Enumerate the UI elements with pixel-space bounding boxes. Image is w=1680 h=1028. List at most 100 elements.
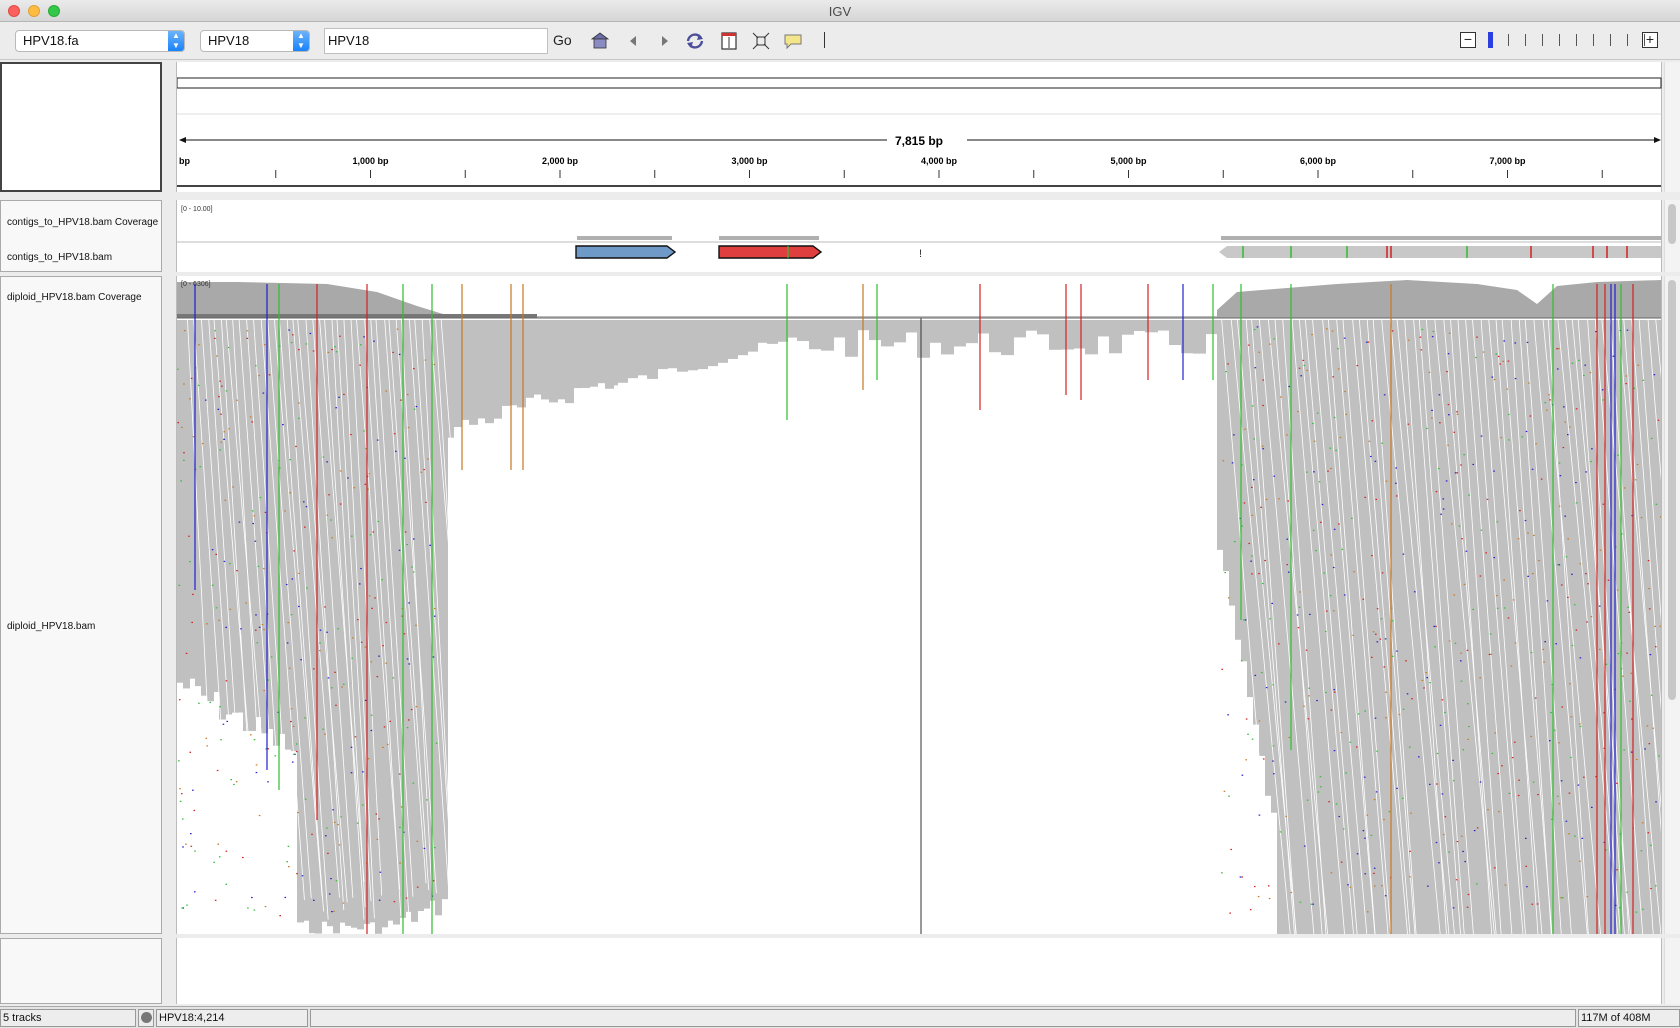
scrollbar-thumb[interactable] [1668, 280, 1676, 700]
read-stack[interactable] [1001, 320, 1014, 356]
read-stack[interactable] [445, 320, 454, 438]
refresh-icon[interactable] [684, 30, 706, 52]
minimize-window-button[interactable] [28, 5, 40, 17]
read-stack[interactable] [1619, 320, 1626, 934]
read-stack[interactable] [1409, 320, 1416, 934]
contig-read-forward[interactable] [718, 245, 823, 259]
read-stack[interactable] [1217, 320, 1224, 550]
read-stack[interactable] [1145, 320, 1158, 333]
read-stack[interactable] [717, 320, 728, 363]
read-stack[interactable] [1235, 320, 1242, 640]
genome-dropdown[interactable]: HPV18.fa ▲ ▼ [15, 30, 185, 52]
read-stack[interactable] [747, 320, 758, 352]
read-stack[interactable] [727, 320, 738, 359]
read-stack[interactable] [1481, 320, 1488, 934]
read-stack[interactable] [213, 320, 220, 692]
read-stack[interactable] [417, 320, 424, 912]
read-stack[interactable] [309, 320, 316, 934]
read-stack[interactable] [183, 320, 190, 689]
read-stack[interactable] [637, 320, 648, 376]
read-stack[interactable] [767, 320, 778, 344]
read-stack[interactable] [525, 320, 534, 398]
read-stack[interactable] [677, 320, 688, 372]
read-stack[interactable] [393, 320, 400, 925]
read-stack[interactable] [345, 320, 352, 926]
read-stack[interactable] [589, 320, 598, 387]
track-name-diploid-coverage[interactable]: diploid_HPV18.bam Coverage [7, 292, 142, 303]
read-stack[interactable] [845, 320, 858, 357]
read-stack[interactable] [1445, 320, 1452, 934]
read-stack[interactable] [501, 320, 510, 406]
read-stack[interactable] [573, 320, 582, 389]
read-stack[interactable] [597, 320, 606, 384]
read-stack[interactable] [917, 320, 930, 358]
read-stack[interactable] [541, 320, 550, 400]
read-stack[interactable] [1517, 320, 1524, 934]
read-stack[interactable] [441, 320, 448, 900]
read-stack[interactable] [941, 320, 954, 355]
read-stack[interactable] [1223, 320, 1230, 572]
read-stack[interactable] [1487, 320, 1494, 934]
read-stack[interactable] [647, 320, 658, 379]
read-stack[interactable] [219, 320, 226, 720]
read-stack[interactable] [1331, 320, 1338, 934]
read-stack[interactable] [1469, 320, 1476, 934]
read-stack[interactable] [1061, 320, 1074, 350]
read-stack[interactable] [517, 320, 526, 408]
read-stack[interactable] [1379, 320, 1386, 934]
read-stack[interactable] [387, 320, 394, 921]
read-stack[interactable] [1553, 320, 1560, 934]
region-of-interest-icon[interactable] [750, 30, 772, 52]
contig-read-reverse[interactable] [1219, 246, 1661, 258]
read-stack[interactable] [357, 320, 364, 930]
read-stack[interactable] [201, 320, 208, 696]
zoom-tick[interactable] [1525, 34, 1526, 46]
contig-read-forward[interactable] [575, 245, 677, 259]
read-stack[interactable] [1337, 320, 1344, 934]
read-stack[interactable] [1439, 320, 1446, 934]
read-stack[interactable] [1493, 320, 1500, 934]
read-stack[interactable] [965, 320, 978, 344]
read-stack[interactable] [1313, 320, 1320, 934]
read-stack[interactable] [787, 320, 798, 338]
read-stack[interactable] [261, 320, 268, 734]
read-stack[interactable] [423, 320, 430, 909]
read-stack[interactable] [249, 320, 256, 731]
read-stack[interactable] [809, 320, 822, 350]
chromosome-ideogram[interactable] [176, 77, 1662, 89]
read-stack[interactable] [1343, 320, 1350, 934]
read-stack[interactable] [1355, 320, 1362, 934]
read-stack[interactable] [243, 320, 250, 732]
read-stack[interactable] [267, 320, 274, 730]
read-stack[interactable] [231, 320, 238, 713]
go-button[interactable]: Go [553, 32, 572, 48]
read-stack[interactable] [1463, 320, 1470, 934]
read-stack[interactable] [1637, 320, 1644, 934]
read-stack[interactable] [1499, 320, 1506, 934]
read-stack[interactable] [339, 320, 346, 923]
read-stack[interactable] [1547, 320, 1554, 934]
read-stack[interactable] [1631, 320, 1638, 934]
read-stack[interactable] [321, 320, 328, 922]
zoom-tick[interactable] [1627, 34, 1628, 46]
read-stack[interactable] [737, 320, 748, 356]
read-stack[interactable] [189, 320, 196, 679]
read-stack[interactable] [1373, 320, 1380, 934]
read-stack[interactable] [1289, 320, 1296, 934]
read-stack[interactable] [1247, 320, 1254, 698]
read-stack[interactable] [565, 320, 574, 404]
read-stack[interactable] [557, 320, 566, 400]
read-stack[interactable] [1109, 320, 1122, 354]
track-name-contigs-bam[interactable]: contigs_to_HPV18.bam [7, 252, 113, 263]
read-stack[interactable] [1277, 320, 1284, 934]
read-stack[interactable] [1097, 320, 1110, 337]
read-stack[interactable] [893, 320, 906, 343]
read-stack[interactable] [255, 320, 262, 718]
read-stack[interactable] [989, 320, 1002, 353]
read-stack[interactable] [657, 320, 668, 370]
read-stack[interactable] [381, 320, 388, 928]
zoom-tick[interactable] [1576, 34, 1577, 46]
diploid-scrollbar[interactable] [1664, 276, 1680, 934]
read-stack[interactable] [1583, 320, 1590, 934]
read-stack[interactable] [777, 320, 788, 342]
